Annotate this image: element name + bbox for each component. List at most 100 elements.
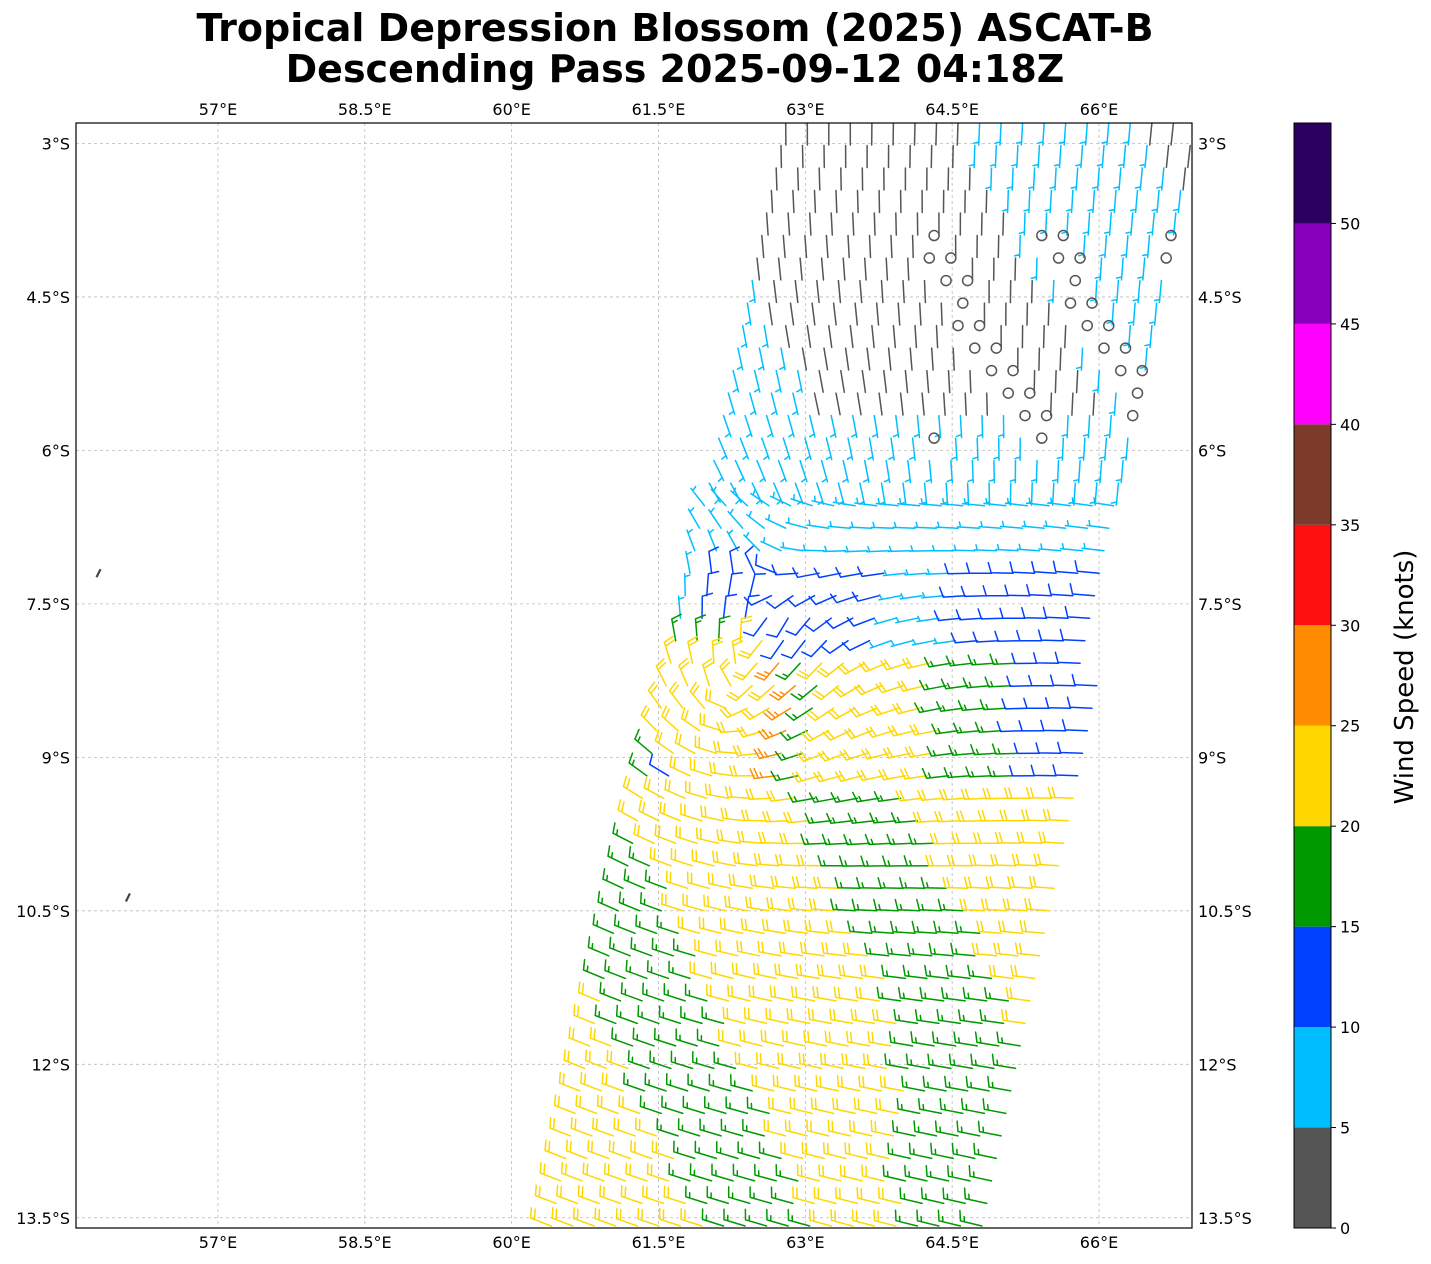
wind-barb bbox=[651, 1140, 675, 1160]
wind-barb bbox=[945, 964, 971, 980]
wind-barb bbox=[930, 1142, 954, 1160]
wind-barb bbox=[846, 616, 876, 627]
wind-barb bbox=[899, 592, 923, 600]
wind-barb bbox=[957, 700, 986, 712]
wind-barb bbox=[848, 1119, 873, 1137]
colorbar-segment bbox=[1294, 123, 1331, 224]
wind-barb bbox=[1082, 414, 1091, 439]
wind-barb bbox=[669, 755, 691, 777]
wind-barb bbox=[930, 347, 934, 371]
wind-barb bbox=[921, 392, 925, 416]
wind-barb bbox=[680, 803, 703, 822]
wind-barb bbox=[903, 855, 931, 867]
wind-barb bbox=[711, 636, 724, 664]
wind-barb bbox=[888, 1031, 914, 1047]
wind-barb bbox=[849, 324, 854, 349]
wind-barb bbox=[599, 1184, 622, 1205]
wind-barb bbox=[792, 1186, 816, 1205]
wind-barb bbox=[895, 616, 919, 624]
wind-barb bbox=[1069, 497, 1093, 507]
wind-barb bbox=[851, 591, 880, 602]
wind-barb bbox=[960, 1098, 986, 1115]
wind-barb bbox=[946, 854, 974, 867]
wind-barb bbox=[806, 1119, 830, 1137]
wind-barb bbox=[724, 786, 751, 800]
wind-barb bbox=[828, 324, 833, 349]
wind-barb bbox=[911, 920, 938, 935]
wind-barb bbox=[594, 1207, 617, 1227]
wind-barb bbox=[1028, 875, 1055, 890]
wind-barb bbox=[618, 1094, 641, 1115]
wind-barb bbox=[744, 1208, 768, 1227]
wind-barb bbox=[875, 497, 899, 507]
wind-barb bbox=[728, 873, 753, 890]
wind-barb bbox=[1153, 279, 1163, 304]
wind-barb bbox=[844, 347, 850, 371]
wind-barb bbox=[968, 167, 971, 191]
wind-barb bbox=[922, 1075, 947, 1092]
lat-label-left: 13.5°S bbox=[16, 1209, 70, 1228]
wind-barb bbox=[749, 874, 775, 890]
wind-barb bbox=[871, 1008, 897, 1025]
wind-barb bbox=[663, 1185, 686, 1205]
wind-barb bbox=[719, 658, 732, 687]
wind-barb bbox=[803, 1030, 828, 1047]
wind-barb bbox=[749, 392, 757, 416]
wind-barb bbox=[970, 1053, 995, 1070]
wind-barb bbox=[744, 594, 760, 619]
wind-barb bbox=[829, 414, 837, 438]
wind-barb bbox=[1010, 964, 1036, 980]
wind-barb bbox=[818, 369, 824, 393]
wind-barb bbox=[608, 936, 631, 957]
wind-barb bbox=[727, 392, 736, 415]
wind-barb bbox=[1014, 437, 1021, 461]
wind-barb bbox=[970, 744, 998, 756]
wind-barb bbox=[962, 986, 988, 1002]
wind-barb bbox=[1015, 123, 1024, 146]
wind-barb bbox=[553, 1094, 576, 1115]
wind-barb bbox=[873, 898, 899, 912]
wind-barb bbox=[572, 1207, 596, 1227]
wind-barb bbox=[862, 1053, 887, 1070]
colorbar-segment bbox=[1294, 323, 1331, 425]
wind-barb bbox=[804, 919, 830, 935]
wind-barb bbox=[665, 870, 689, 890]
wind-barb bbox=[801, 1141, 825, 1160]
wind-barb bbox=[1014, 942, 1041, 957]
wind-barb bbox=[985, 189, 988, 214]
wind-barb-calm bbox=[985, 364, 998, 377]
wind-barb bbox=[731, 962, 756, 980]
wind-barb bbox=[717, 1028, 742, 1047]
wind-barb bbox=[761, 437, 770, 460]
wind-barb bbox=[973, 832, 1000, 845]
wind-barb bbox=[946, 459, 954, 484]
wind-barb bbox=[761, 810, 789, 823]
wind-barb bbox=[994, 630, 1021, 643]
wind-barb bbox=[769, 684, 797, 701]
wind-barb bbox=[955, 810, 983, 823]
wind-barb bbox=[1064, 324, 1067, 349]
wind-barb bbox=[912, 811, 940, 823]
wind-barb bbox=[775, 369, 782, 393]
wind-barb bbox=[859, 279, 863, 304]
wind-barb bbox=[908, 545, 933, 552]
wind-barb bbox=[549, 1116, 572, 1137]
wind-barb bbox=[925, 568, 950, 576]
wind-barb bbox=[789, 1097, 813, 1115]
wind-barb bbox=[935, 521, 959, 529]
wind-barb bbox=[613, 914, 636, 935]
wind-barb bbox=[711, 1163, 734, 1182]
wind-barb bbox=[865, 545, 890, 553]
wind-barb bbox=[869, 812, 897, 824]
lon-label-bottom: 57°E bbox=[199, 1233, 237, 1252]
wind-barb bbox=[731, 636, 744, 664]
wind-barb bbox=[651, 937, 675, 957]
wind-barb bbox=[1061, 719, 1089, 732]
wind-barb bbox=[1040, 719, 1067, 732]
wind-barb bbox=[649, 1050, 672, 1070]
wind-barb bbox=[930, 544, 954, 552]
map-frame bbox=[75, 122, 1193, 1229]
wind-barb bbox=[670, 1050, 694, 1070]
wind-barb bbox=[784, 707, 813, 721]
wind-barb bbox=[836, 1075, 861, 1092]
